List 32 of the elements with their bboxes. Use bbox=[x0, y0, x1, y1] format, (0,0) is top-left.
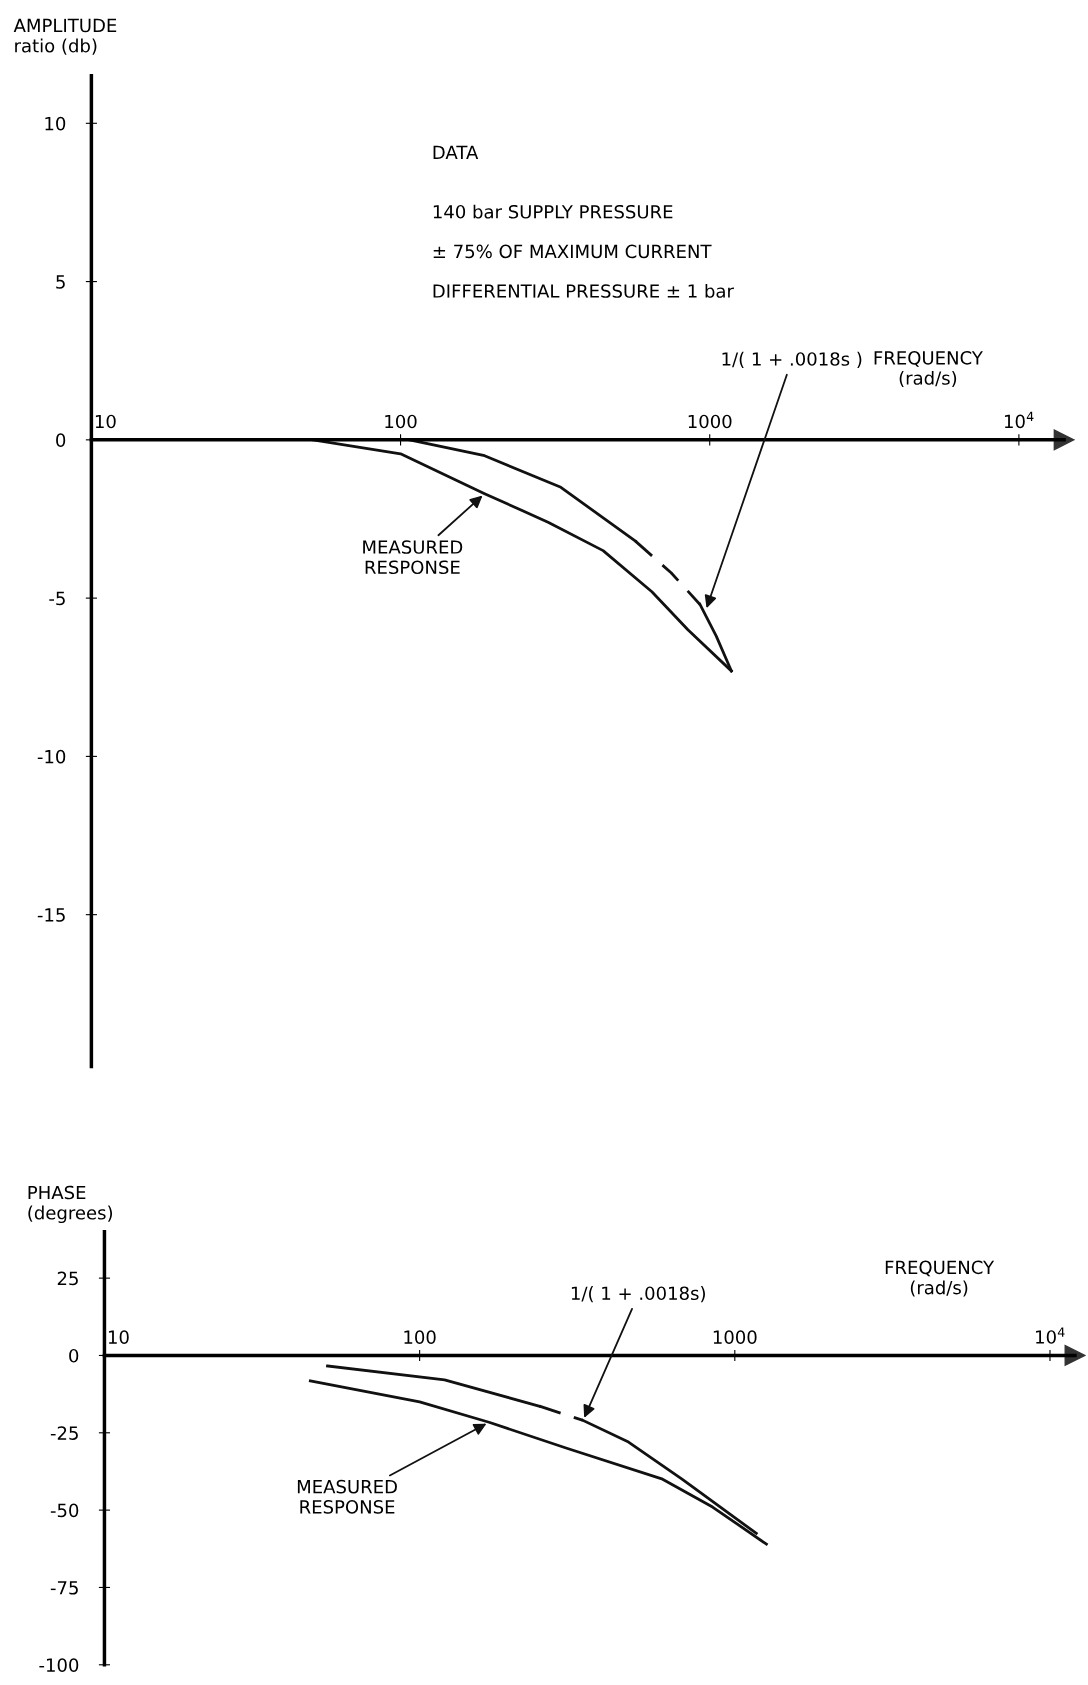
y-axis-title: AMPLITUDE ratio (db) bbox=[13, 18, 117, 55]
annotation: 1/( 1 + .0018s ) bbox=[722, 351, 862, 368]
x-tick-label: 10 bbox=[108, 1330, 129, 1344]
y-tick-label: 10 bbox=[45, 116, 66, 131]
y-tick-label: -100 bbox=[39, 1658, 79, 1672]
annotation: MEASURED RESPONSE bbox=[297, 1479, 397, 1514]
annotation: 1/( 1 + .0018s) bbox=[571, 1286, 705, 1303]
x-axis-title: FREQUENCY (rad/s) bbox=[874, 351, 983, 387]
annotation: MEASURED RESPONSE bbox=[363, 540, 463, 575]
x-tick-label: 10 bbox=[95, 414, 116, 429]
annotation: DATA bbox=[433, 145, 479, 159]
y-axis-title: PHASE (degrees) bbox=[28, 1185, 113, 1224]
x-axis-title: FREQUENCY (rad/s) bbox=[885, 1260, 995, 1297]
y-tick-label: 25 bbox=[57, 1271, 78, 1286]
x-tick-label: 100 bbox=[404, 1330, 436, 1344]
x-tick-label: 100 bbox=[385, 414, 417, 429]
y-tick-label: -10 bbox=[37, 749, 66, 764]
x-tick-label: 10$^{4}$ bbox=[1036, 1327, 1065, 1344]
y-tick-label: 0 bbox=[69, 1348, 79, 1363]
y-tick-label: -25 bbox=[50, 1426, 78, 1440]
y-tick-label: -5 bbox=[49, 591, 65, 606]
y-tick-label: -75 bbox=[50, 1581, 78, 1595]
annotation: DIFFERENTIAL PRESSURE ± 1 bar bbox=[433, 283, 734, 298]
y-tick-label: 5 bbox=[56, 275, 65, 289]
x-tick-label: 10$^{4}$ bbox=[1004, 411, 1034, 429]
x-tick-label: 1000 bbox=[688, 414, 732, 429]
annotation: ± 75% OF MAXIMUM CURRENT bbox=[433, 244, 712, 259]
y-tick-label: -15 bbox=[37, 908, 65, 922]
y-tick-label: -50 bbox=[50, 1503, 79, 1518]
annotation: 140 bar SUPPLY PRESSURE bbox=[433, 204, 673, 219]
y-tick-label: 0 bbox=[56, 433, 66, 447]
x-tick-label: 1000 bbox=[713, 1330, 757, 1344]
